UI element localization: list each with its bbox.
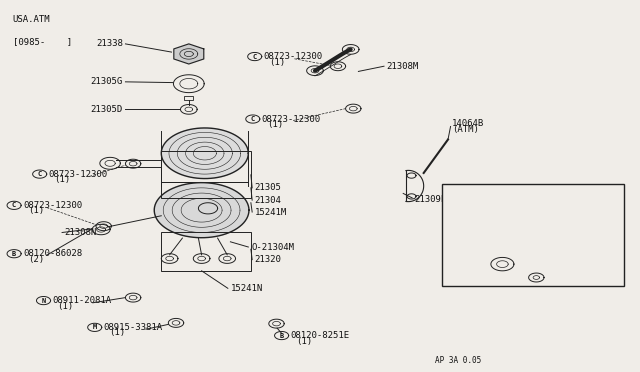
Text: 21305: 21305 [255, 183, 282, 192]
Text: (1): (1) [54, 175, 70, 184]
Text: 08120-8251E: 08120-8251E [291, 331, 349, 340]
Text: (1): (1) [109, 328, 125, 337]
Text: 08915-3381A: 08915-3381A [104, 323, 163, 332]
Text: 08723-12300: 08723-12300 [262, 115, 321, 124]
Text: 21320: 21320 [255, 255, 282, 264]
Text: N: N [42, 298, 45, 304]
Text: 14064B: 14064B [452, 119, 484, 128]
Text: 15262H: 15262H [496, 239, 528, 248]
Text: 08723-12300: 08723-12300 [264, 52, 323, 61]
Bar [161, 151, 251, 198]
Bar [442, 184, 624, 286]
Text: CAN: CAN [453, 206, 469, 215]
Text: USA ; MTM: USA ; MTM [453, 193, 502, 202]
Bar [184, 96, 193, 100]
Text: 21308N: 21308N [64, 228, 96, 237]
Text: B: B [280, 333, 284, 339]
Text: 21305G: 21305G [91, 77, 123, 86]
Text: (1): (1) [28, 206, 44, 215]
Text: 21309E: 21309E [415, 195, 447, 204]
Text: 21304: 21304 [255, 196, 282, 205]
Text: C: C [251, 116, 255, 122]
Text: 08723-12300: 08723-12300 [49, 170, 108, 179]
Text: (1): (1) [269, 58, 285, 67]
Text: [0985-    ]: [0985- ] [13, 37, 72, 46]
Text: O-21304M: O-21304M [252, 243, 294, 251]
Text: 15241M: 15241M [255, 208, 287, 217]
Text: (ATM): (ATM) [452, 125, 479, 134]
Text: 08120-86028: 08120-86028 [23, 249, 82, 258]
Text: (1): (1) [267, 120, 283, 129]
Text: 08723-12300: 08723-12300 [23, 201, 82, 210]
Bar [161, 232, 251, 271]
Text: 21338: 21338 [96, 39, 123, 48]
Text: AP 3A 0.05: AP 3A 0.05 [435, 356, 481, 365]
Text: (1): (1) [58, 302, 74, 311]
Text: M: M [93, 324, 97, 330]
Polygon shape [174, 44, 204, 64]
Polygon shape [154, 183, 249, 238]
Text: B: B [12, 251, 16, 257]
Text: (2): (2) [28, 255, 44, 264]
Text: (1): (1) [296, 337, 312, 346]
Text: C: C [38, 171, 42, 177]
Text: USA.ATM: USA.ATM [13, 15, 51, 24]
Text: 21305D: 21305D [91, 105, 123, 114]
Text: 08911-2081A: 08911-2081A [52, 296, 111, 305]
Text: C: C [12, 202, 16, 208]
Text: 15241N: 15241N [230, 284, 262, 293]
Text: 21308M: 21308M [387, 62, 419, 71]
Polygon shape [161, 128, 248, 179]
Text: C: C [253, 54, 257, 60]
